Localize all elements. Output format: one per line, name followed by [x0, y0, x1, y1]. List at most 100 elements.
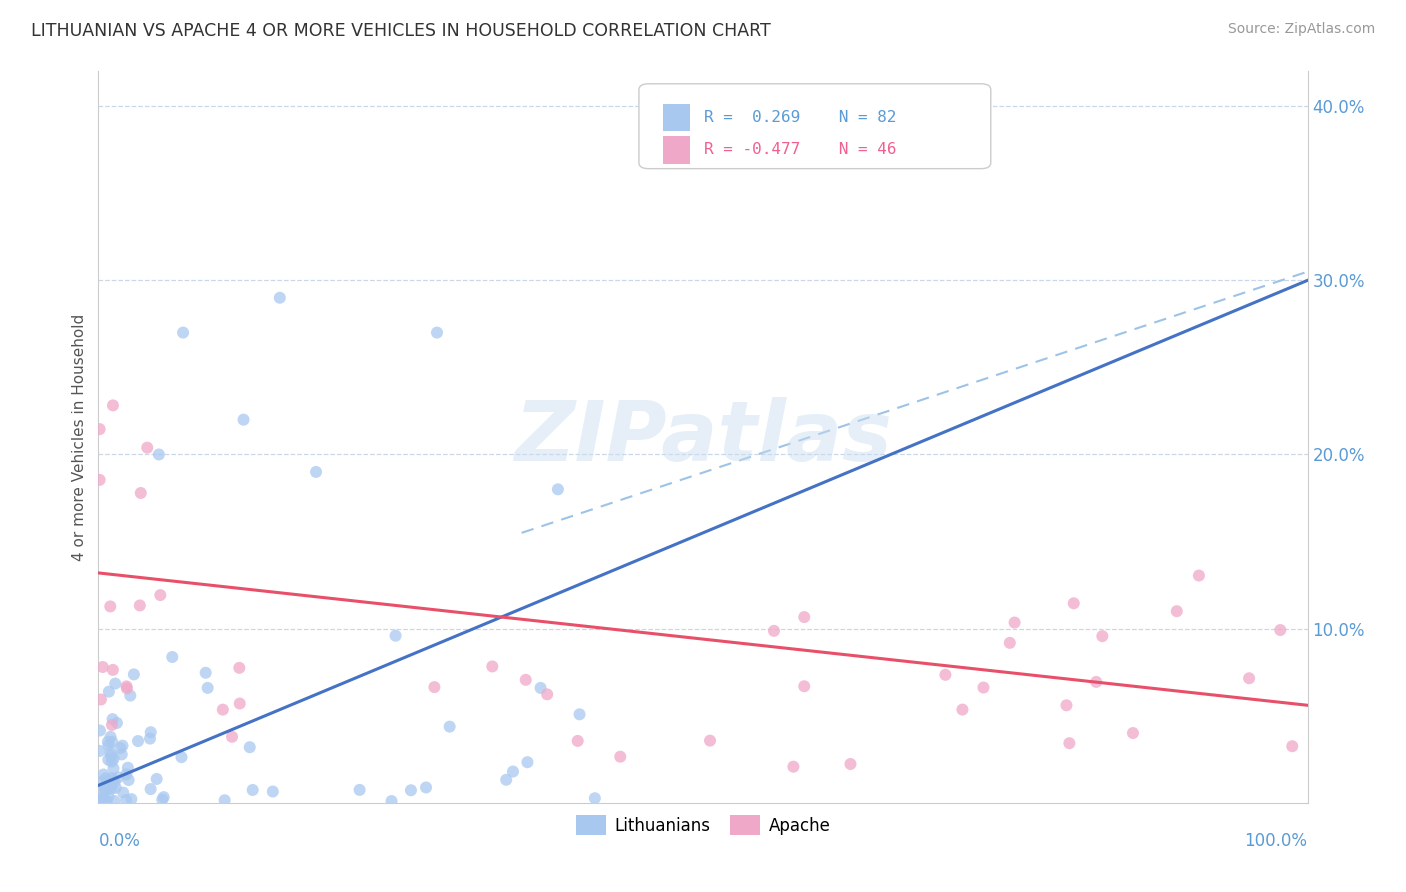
Point [1281, 739, 1303, 754]
Point [91, 774, 114, 789]
Point [139, 782, 162, 797]
Point [426, 326, 449, 340]
Point [93, 780, 115, 794]
Point [162, 650, 184, 665]
Point [269, 291, 291, 305]
Point [197, 681, 219, 695]
Point [262, 784, 284, 798]
Point [103, 794, 125, 808]
Text: 0.0%: 0.0% [98, 832, 141, 850]
Point [150, 792, 173, 806]
Point [211, 703, 233, 717]
Point [122, 667, 145, 681]
Point [98, 599, 121, 614]
Point [96, 794, 118, 808]
Text: ZIPatlas: ZIPatlas [515, 397, 891, 477]
Point [94, 781, 117, 796]
Point [100, 730, 122, 744]
Legend: Lithuanians, Apache: Lithuanians, Apache [569, 808, 837, 842]
Point [89, 794, 111, 808]
Point [100, 781, 122, 796]
Point [139, 725, 162, 739]
Point [90, 789, 112, 803]
Point [1063, 596, 1085, 610]
Point [115, 793, 138, 807]
Point [94, 772, 117, 786]
Point [952, 703, 974, 717]
Point [170, 750, 193, 764]
Point [515, 673, 537, 687]
Point [111, 747, 134, 762]
Point [111, 739, 134, 753]
Point [172, 326, 194, 340]
Point [502, 764, 524, 779]
Point [98, 775, 121, 789]
Point [98, 779, 121, 793]
Point [115, 681, 138, 696]
Point [93, 767, 115, 781]
Point [1085, 674, 1108, 689]
Point [699, 733, 721, 747]
Point [1270, 623, 1292, 637]
Point [583, 791, 606, 805]
Point [1056, 698, 1078, 713]
Point [112, 785, 135, 799]
Point [782, 760, 804, 774]
Point [214, 793, 236, 807]
Point [97, 738, 120, 752]
Point [481, 659, 503, 673]
Point [103, 752, 125, 766]
Point [762, 624, 785, 638]
Point [439, 720, 461, 734]
Point [89, 744, 111, 758]
Text: R =  0.269    N = 82: R = 0.269 N = 82 [704, 110, 897, 125]
Point [567, 734, 589, 748]
Point [107, 770, 129, 784]
Point [221, 730, 243, 744]
Point [229, 697, 252, 711]
Point [239, 740, 262, 755]
Point [101, 755, 124, 769]
Point [380, 794, 402, 808]
Point [1166, 604, 1188, 618]
Point [1188, 568, 1211, 582]
Text: LITHUANIAN VS APACHE 4 OR MORE VEHICLES IN HOUSEHOLD CORRELATION CHART: LITHUANIAN VS APACHE 4 OR MORE VEHICLES … [31, 22, 770, 40]
Point [97, 684, 120, 698]
Bar [664, 103, 690, 131]
Point [934, 668, 956, 682]
Text: R = -0.477    N = 46: R = -0.477 N = 46 [704, 142, 897, 157]
Point [120, 689, 142, 703]
Point [89, 473, 111, 487]
Point [384, 629, 406, 643]
Point [145, 772, 167, 786]
Point [110, 741, 132, 756]
Point [305, 465, 328, 479]
Point [97, 789, 120, 804]
Point [839, 757, 862, 772]
Bar [664, 136, 690, 163]
Point [242, 783, 264, 797]
Point [97, 735, 120, 749]
Point [423, 680, 446, 694]
Point [101, 712, 124, 726]
Point [120, 792, 142, 806]
Point [232, 412, 254, 426]
Point [105, 715, 128, 730]
Point [529, 681, 551, 695]
Point [104, 676, 127, 690]
Point [609, 749, 631, 764]
Y-axis label: 4 or more Vehicles in Household: 4 or more Vehicles in Household [72, 313, 87, 561]
Point [101, 663, 124, 677]
Point [101, 398, 124, 412]
Point [93, 790, 115, 805]
Point [136, 441, 159, 455]
Point [104, 780, 127, 795]
Point [103, 761, 125, 775]
FancyBboxPatch shape [638, 84, 991, 169]
Point [152, 790, 174, 805]
Point [90, 692, 112, 706]
Point [115, 767, 138, 781]
Point [127, 734, 149, 748]
Point [793, 610, 815, 624]
Point [139, 731, 162, 746]
